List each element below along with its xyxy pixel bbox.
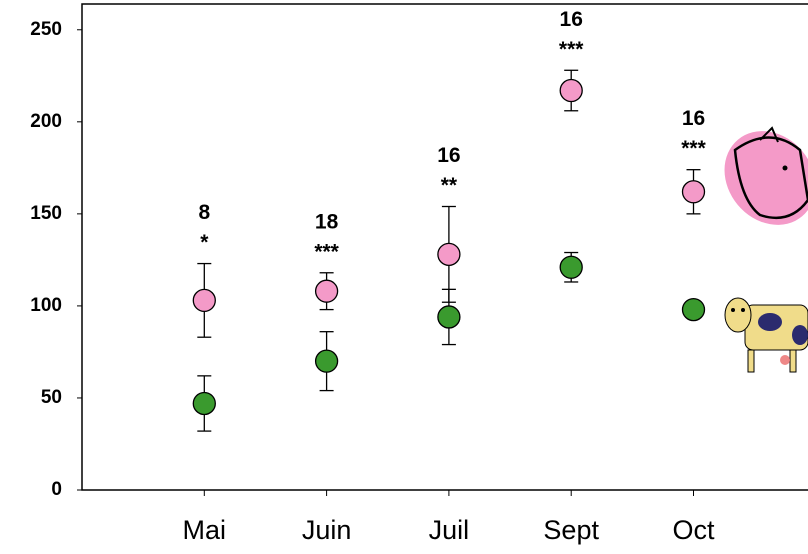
plot-frame — [81, 3, 808, 491]
cow-clipart — [724, 297, 808, 373]
sample-size: 18 — [315, 210, 339, 233]
y-tick-label: 200 — [30, 111, 62, 132]
sample-size: 8 — [198, 201, 210, 224]
y-tick-label: 250 — [30, 19, 62, 40]
significance: *** — [314, 240, 339, 263]
significance: *** — [681, 137, 706, 160]
data-point — [437, 305, 461, 329]
data-point — [314, 349, 339, 373]
y-tick-label: 100 — [30, 295, 62, 316]
x-tick-label: Juin — [302, 515, 352, 545]
sample-size: 16 — [682, 107, 705, 130]
sample-size: 16 — [560, 8, 583, 31]
significance: * — [200, 231, 209, 254]
data-point — [192, 288, 216, 313]
significance: *** — [559, 38, 584, 61]
x-tick-label: Mai — [183, 515, 227, 545]
data-point — [559, 78, 583, 103]
significance: ** — [441, 174, 458, 197]
y-tick-label: 50 — [41, 387, 62, 408]
data-point — [681, 180, 706, 204]
data-point — [314, 279, 339, 303]
data-point — [559, 255, 583, 279]
y-tick-label: 150 — [30, 203, 62, 224]
data-point — [437, 242, 461, 267]
x-tick-label: Oct — [672, 515, 715, 545]
x-tick-label: Juil — [429, 515, 470, 545]
y-tick-label: 0 — [51, 479, 62, 500]
x-tick-label: Sept — [543, 515, 599, 545]
horse-clipart — [724, 126, 808, 225]
data-point — [681, 297, 706, 322]
sample-size: 16 — [437, 144, 460, 167]
data-point — [192, 391, 216, 416]
